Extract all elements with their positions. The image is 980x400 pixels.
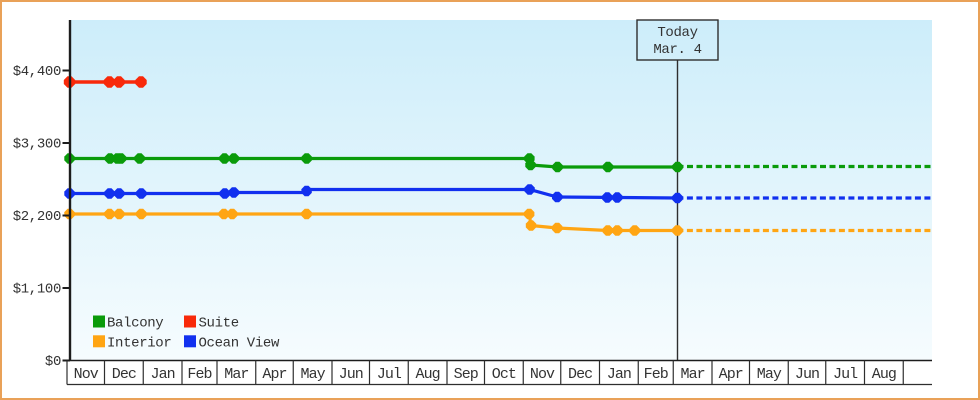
svg-text:$4,400: $4,400 [13,64,61,80]
svg-text:May: May [300,366,325,383]
svg-text:Balcony: Balcony [107,316,163,332]
svg-text:Today: Today [657,25,697,41]
svg-text:Feb: Feb [187,366,211,383]
svg-text:Mar: Mar [224,366,248,383]
svg-text:$2,200: $2,200 [13,209,61,225]
svg-text:Mar: Mar [680,366,704,383]
svg-text:Nov: Nov [74,366,99,383]
svg-text:Apr: Apr [262,366,286,383]
svg-text:Apr: Apr [719,366,743,383]
svg-text:Sep: Sep [454,366,478,383]
svg-text:Jan: Jan [150,366,174,383]
svg-text:Nov: Nov [530,366,555,383]
svg-text:Jan: Jan [607,366,631,383]
svg-text:Oct: Oct [492,366,516,383]
svg-text:May: May [757,366,782,383]
svg-text:Dec: Dec [568,366,592,383]
svg-text:Jul: Jul [833,366,858,383]
svg-text:Jul: Jul [377,366,402,383]
svg-text:Jun: Jun [339,366,363,383]
svg-text:Feb: Feb [644,366,668,383]
svg-text:Ocean View: Ocean View [199,336,280,352]
svg-text:$1,100: $1,100 [13,282,61,298]
svg-text:Jun: Jun [795,366,819,383]
svg-text:Aug: Aug [415,366,439,383]
svg-text:Aug: Aug [872,366,896,383]
svg-text:$0: $0 [45,354,61,370]
svg-text:Suite: Suite [199,316,239,332]
svg-text:Interior: Interior [107,336,171,352]
svg-text:$3,300: $3,300 [13,137,61,153]
svg-text:Dec: Dec [112,366,136,383]
svg-text:Mar. 4: Mar. 4 [653,42,701,58]
